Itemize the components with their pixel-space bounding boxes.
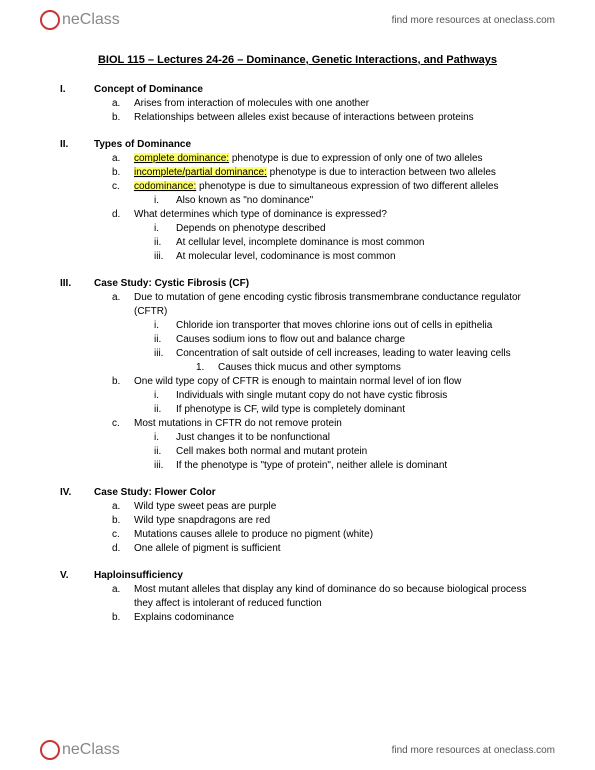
brand-text: neClass <box>62 11 120 29</box>
outline-item: What determines which type of dominance … <box>134 208 535 222</box>
section-types-dominance: II. Types of Dominance a.complete domina… <box>60 139 535 264</box>
section-number: III. <box>60 278 94 289</box>
outline-subsubitem: Causes thick mucus and other symptoms <box>218 361 535 375</box>
outline-subitem: If the phenotype is "type of protein", n… <box>176 459 535 473</box>
outline-item: Wild type snapdragons are red <box>134 514 535 528</box>
page-title: BIOL 115 – Lectures 24-26 – Dominance, G… <box>60 54 535 66</box>
logo-circle-icon <box>40 10 60 30</box>
section-concept-dominance: I. Concept of Dominance a.Arises from in… <box>60 84 535 125</box>
logo-circle-icon <box>40 740 60 760</box>
section-cystic-fibrosis: III. Case Study: Cystic Fibrosis (CF) a.… <box>60 278 535 473</box>
page-footer: neClass find more resources at oneclass.… <box>0 740 595 760</box>
outline-subitem: Chloride ion transporter that moves chlo… <box>176 319 535 333</box>
outline-subitem: Concentration of salt outside of cell in… <box>176 347 535 361</box>
outline-item: One wild type copy of CFTR is enough to … <box>134 375 535 389</box>
outline-item: complete dominance: phenotype is due to … <box>134 152 535 166</box>
outline-item: Wild type sweet peas are purple <box>134 500 535 514</box>
brand-text: neClass <box>62 741 120 759</box>
section-number: II. <box>60 139 94 150</box>
outline-subitem: Individuals with single mutant copy do n… <box>176 389 535 403</box>
section-number: I. <box>60 84 94 95</box>
outline-subitem: Cell makes both normal and mutant protei… <box>176 445 535 459</box>
outline-subitem: Just changes it to be nonfunctional <box>176 431 535 445</box>
section-number: IV. <box>60 487 94 498</box>
page-header: neClass find more resources at oneclass.… <box>0 0 595 36</box>
outline-subitem: At molecular level, codominance is most … <box>176 250 535 264</box>
outline-subitem: At cellular level, incomplete dominance … <box>176 236 535 250</box>
outline-item: Most mutations in CFTR do not remove pro… <box>134 417 535 431</box>
section-flower-color: IV. Case Study: Flower Color a.Wild type… <box>60 487 535 556</box>
section-haploinsufficiency: V. Haploinsufficiency a.Most mutant alle… <box>60 570 535 625</box>
footer-resource-link[interactable]: find more resources at oneclass.com <box>392 745 555 756</box>
outline-item: Mutations causes allele to produce no pi… <box>134 528 535 542</box>
brand-logo: neClass <box>40 10 120 30</box>
section-number: V. <box>60 570 94 581</box>
section-heading: Types of Dominance <box>94 139 191 150</box>
outline-item: Explains codominance <box>134 611 535 625</box>
outline-subitem: Causes sodium ions to flow out and balan… <box>176 333 535 347</box>
brand-logo-footer: neClass <box>40 740 120 760</box>
outline-subitem: Depends on phenotype described <box>176 222 535 236</box>
outline-subitem: Also known as "no dominance" <box>176 194 535 208</box>
outline-item: Relationships between alleles exist beca… <box>134 111 535 125</box>
section-heading: Haploinsufficiency <box>94 570 183 581</box>
section-heading: Case Study: Cystic Fibrosis (CF) <box>94 278 249 289</box>
outline-item: codominance: phenotype is due to simulta… <box>134 180 535 194</box>
outline-item: Due to mutation of gene encoding cystic … <box>134 291 535 319</box>
document-content: BIOL 115 – Lectures 24-26 – Dominance, G… <box>0 36 595 625</box>
outline-item: Arises from interaction of molecules wit… <box>134 97 535 111</box>
section-heading: Concept of Dominance <box>94 84 203 95</box>
outline-item: incomplete/partial dominance: phenotype … <box>134 166 535 180</box>
header-resource-link[interactable]: find more resources at oneclass.com <box>392 15 555 26</box>
outline-subitem: If phenotype is CF, wild type is complet… <box>176 403 535 417</box>
outline-item: Most mutant alleles that display any kin… <box>134 583 535 611</box>
section-heading: Case Study: Flower Color <box>94 487 216 498</box>
outline-item: One allele of pigment is sufficient <box>134 542 535 556</box>
